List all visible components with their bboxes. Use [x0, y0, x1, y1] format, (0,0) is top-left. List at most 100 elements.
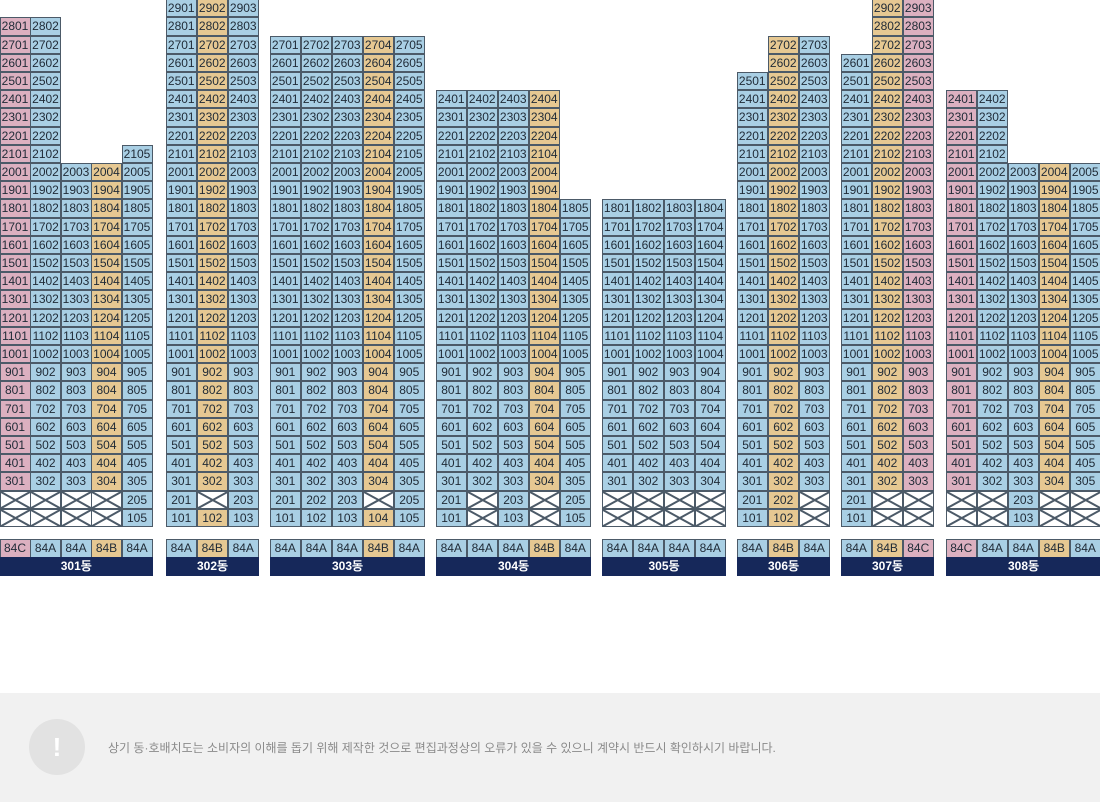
unit-cell: 501 [840, 436, 872, 455]
unit-cell: 2303 [331, 108, 363, 127]
unit-cell: 2001 [0, 163, 31, 182]
unit-cell: 1801 [435, 199, 467, 218]
unit-cell: 605 [1069, 417, 1100, 436]
unit-cell: 2402 [871, 90, 903, 109]
unit-cell: 1502 [300, 254, 332, 273]
unit-cell: 504 [694, 436, 726, 455]
unit-cell: 2204 [528, 126, 560, 145]
unit-cell: 2004 [528, 163, 560, 182]
unit-cell: 603 [60, 417, 92, 436]
unit-cell: 2602 [30, 53, 61, 72]
unit-type-cell: 84A [60, 539, 92, 558]
unit-cell: 404 [694, 454, 726, 473]
unit-cell: 803 [663, 381, 695, 400]
unit-cell: 2803 [227, 17, 259, 36]
unit-cell: 1403 [663, 272, 695, 291]
unit-cell: 305 [393, 472, 425, 491]
empty-unit-cross-icon [978, 492, 1008, 508]
unit-cell: 1305 [559, 290, 591, 309]
unit-cell: 203 [331, 490, 363, 509]
unit-cell: 102 [767, 508, 799, 527]
unit-cell: 1801 [840, 199, 872, 218]
unit-cell: 2501 [0, 72, 31, 91]
empty-unit [902, 508, 934, 527]
unit-cell: 1002 [632, 345, 664, 364]
unit-cell: 1503 [227, 254, 259, 273]
unit-cell: 2104 [362, 144, 394, 163]
unit-cell: 1202 [632, 308, 664, 327]
unit-cell: 303 [497, 472, 529, 491]
unit-cell: 605 [393, 417, 425, 436]
unit-cell: 905 [121, 363, 153, 382]
unit-cell: 1701 [435, 217, 467, 236]
empty-unit [362, 490, 394, 509]
unit-cell: 2101 [736, 144, 768, 163]
unit-cell: 1702 [767, 217, 799, 236]
unit-cell: 2001 [736, 163, 768, 182]
unit-cell: 704 [528, 399, 560, 418]
unit-cell: 803 [60, 381, 92, 400]
unit-cell: 2601 [840, 53, 872, 72]
unit-cell: 1903 [902, 181, 934, 200]
unit-cell: 2203 [497, 126, 529, 145]
unit-cell: 2605 [393, 53, 425, 72]
unit-cell: 104 [362, 508, 394, 527]
unit-type-cell: 84C [945, 539, 977, 558]
unit-type-cell: 84A [694, 539, 726, 558]
unit-cell: 2105 [393, 144, 425, 163]
unit-cell: 1002 [30, 345, 61, 364]
unit-cell: 1001 [840, 345, 872, 364]
unit-cell: 601 [165, 417, 197, 436]
unit-cell: 1501 [601, 254, 633, 273]
unit-cell: 1504 [91, 254, 122, 273]
unit-cell: 2703 [227, 35, 259, 54]
unit-cell: 1005 [121, 345, 153, 364]
unit-cell: 1705 [559, 217, 591, 236]
unit-cell: 102 [300, 508, 332, 527]
unit-cell: 1001 [736, 345, 768, 364]
unit-cell: 1103 [60, 326, 92, 345]
unit-type-cell: 84B [196, 539, 228, 558]
unit-cell: 1902 [871, 181, 903, 200]
unit-cell: 301 [435, 472, 467, 491]
unit-cell: 1801 [0, 199, 31, 218]
unit-cell: 1202 [300, 308, 332, 327]
unit-cell: 2102 [300, 144, 332, 163]
unit-cell: 2401 [736, 90, 768, 109]
unit-cell: 402 [767, 454, 799, 473]
unit-cell: 1201 [435, 308, 467, 327]
unit-cell: 1702 [30, 217, 61, 236]
unit-cell: 704 [694, 399, 726, 418]
unit-cell: 303 [798, 472, 830, 491]
unit-cell: 1303 [663, 290, 695, 309]
empty-unit-cross-icon [603, 492, 633, 508]
unit-cell: 1603 [902, 235, 934, 254]
unit-cell: 903 [331, 363, 363, 382]
unit-cell: 1704 [1038, 217, 1070, 236]
unit-cell: 1502 [30, 254, 61, 273]
unit-cell: 1504 [362, 254, 394, 273]
empty-unit [945, 508, 977, 527]
unit-cell: 1102 [30, 326, 61, 345]
unit-cell: 2701 [165, 35, 197, 54]
unit-cell: 1401 [269, 272, 301, 291]
unit-cell: 302 [300, 472, 332, 491]
unit-cell: 1101 [945, 326, 977, 345]
unit-type-cell: 84A [435, 539, 467, 558]
unit-cell: 1903 [798, 181, 830, 200]
unit-cell: 2503 [902, 72, 934, 91]
unit-cell: 1204 [1038, 308, 1070, 327]
unit-cell: 1701 [601, 217, 633, 236]
empty-unit [60, 490, 92, 509]
unit-cell: 2903 [902, 0, 934, 18]
unit-cell: 1703 [798, 217, 830, 236]
unit-cell: 2102 [767, 144, 799, 163]
unit-cell: 1305 [1069, 290, 1100, 309]
unit-cell: 1302 [871, 290, 903, 309]
unit-cell: 702 [976, 399, 1008, 418]
unit-cell: 303 [902, 472, 934, 491]
unit-cell: 604 [362, 417, 394, 436]
unit-cell: 1505 [559, 254, 591, 273]
empty-unit [902, 490, 934, 509]
unit-cell: 805 [1069, 381, 1100, 400]
